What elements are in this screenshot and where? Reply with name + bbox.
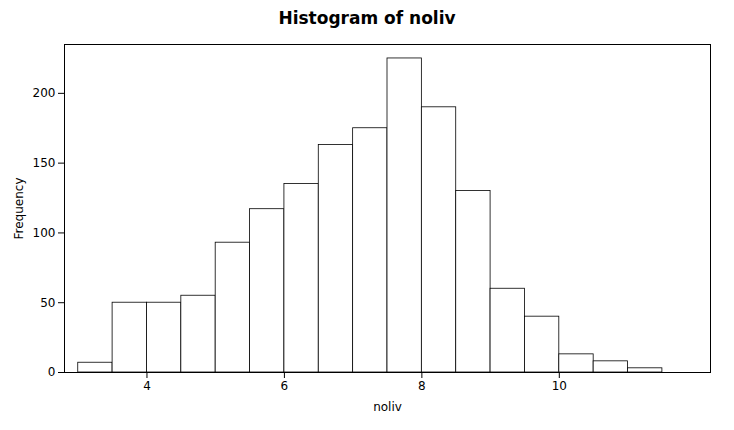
svg-text:10: 10 <box>552 379 567 393</box>
svg-text:6: 6 <box>281 379 289 393</box>
html-text:Histogram of noliv: Histogram of noliv <box>278 8 456 28</box>
svg-text:4: 4 <box>143 379 151 393</box>
svg-text:50: 50 <box>40 296 55 310</box>
svg-text:150: 150 <box>33 156 56 170</box>
svg-text:200: 200 <box>33 86 56 100</box>
svg-text:0: 0 <box>48 365 56 379</box>
svg-text:100: 100 <box>33 226 56 240</box>
svg-text:noliv: noliv <box>373 400 402 414</box>
svg-text:Frequency: Frequency <box>12 178 26 240</box>
svg-text:8: 8 <box>418 379 426 393</box>
